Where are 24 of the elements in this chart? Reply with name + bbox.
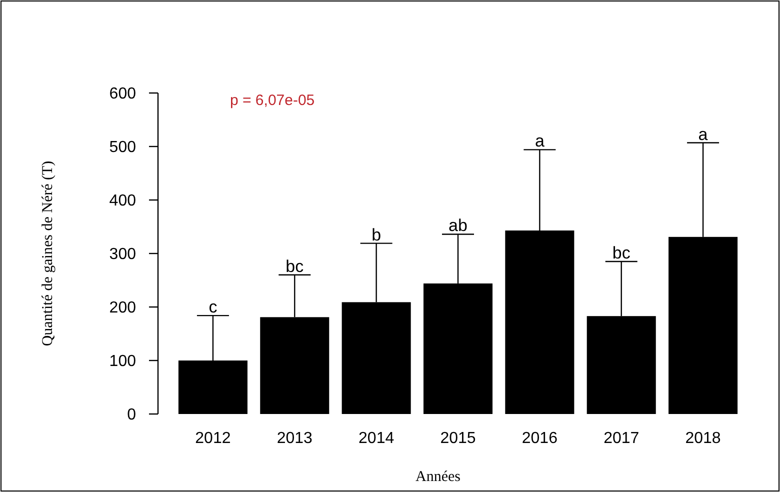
x-axis-title: Années [416, 469, 461, 485]
y-tick-label: 100 [109, 353, 136, 370]
y-tick-label: 200 [109, 300, 136, 317]
y-tick-label: 500 [109, 139, 136, 156]
annotation: bc [286, 256, 304, 276]
y-tick-label: 0 [127, 406, 136, 424]
y-tick-label: 600 [109, 86, 136, 103]
x-tick-label: 2017 [604, 430, 640, 447]
annotation: a [534, 132, 545, 151]
y-tick-label: 400 [109, 192, 136, 210]
annotation: b [372, 225, 382, 244]
x-tick-label: 2012 [195, 430, 231, 447]
x-tick-label: 2014 [358, 430, 394, 447]
x-tick-label: 2016 [522, 430, 558, 447]
x-tick-label: 2018 [685, 430, 721, 447]
y-axis-title: Quantité de gaines de Néré (T) [40, 160, 56, 346]
x-tick-label: 2015 [440, 430, 476, 447]
annotation: c [208, 298, 218, 317]
annotation: a [698, 124, 708, 144]
annotation: p = 6,07e-05 [230, 92, 315, 109]
x-tick-label: 2013 [276, 430, 313, 447]
y-tick-label: 300 [109, 246, 136, 264]
annotation: ab [448, 216, 468, 236]
annotation: bc [612, 244, 631, 263]
